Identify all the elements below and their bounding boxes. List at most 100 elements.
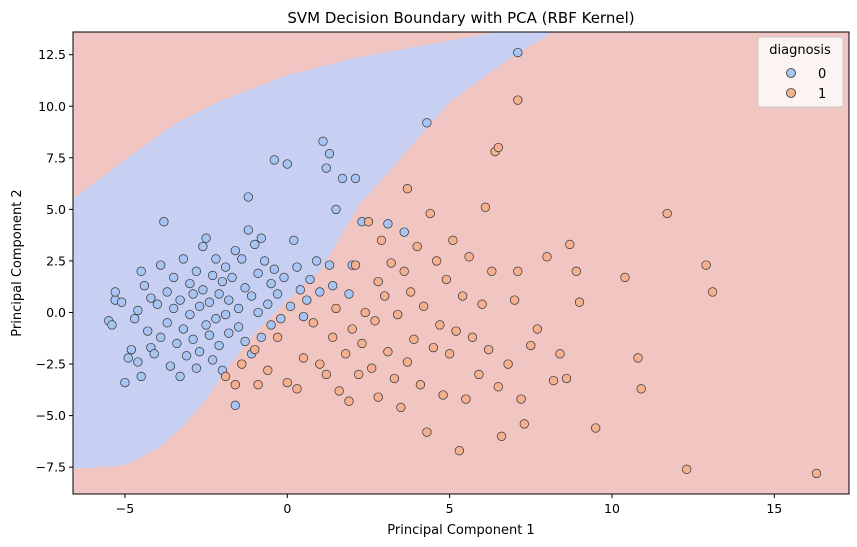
point-class-0-21 [159,217,169,227]
point-class-1-65 [493,382,503,392]
point-class-0-36 [188,334,198,344]
point-class-0-25 [169,303,179,314]
point-class-0-13 [139,281,150,291]
point-class-0-85 [282,159,292,169]
point-class-0-84 [279,272,289,283]
point-class-0-108 [422,118,432,128]
point-class-1-51 [448,235,458,245]
point-class-1-75 [542,252,552,262]
plot-area [73,32,849,494]
point-class-0-78 [266,278,276,289]
point-class-0-64 [237,254,247,264]
point-class-1-21 [357,338,367,349]
point-class-0-96 [321,163,331,173]
point-class-0-76 [259,256,270,266]
point-class-1-10 [308,318,318,328]
point-class-1-62 [487,266,497,276]
point-class-0-63 [233,303,244,314]
point-class-0-38 [191,363,202,373]
point-class-1-88 [701,260,711,270]
point-class-0-102 [344,289,354,299]
point-class-1-72 [519,419,529,429]
x-tick-label: 15 [766,501,782,516]
point-class-0-53 [217,276,228,287]
point-class-0-80 [269,155,279,165]
point-class-1-5 [263,365,273,375]
point-class-0-48 [207,355,218,365]
point-class-0-67 [243,225,253,235]
point-class-0-23 [162,287,172,297]
point-class-0-35 [188,289,198,299]
point-class-0-90 [298,311,309,322]
point-class-1-36 [402,357,413,367]
point-class-1-16 [341,349,351,359]
point-class-1-49 [441,274,452,285]
point-class-0-73 [253,268,263,278]
point-class-1-3 [250,344,260,355]
point-class-0-22 [162,318,172,328]
point-class-0-94 [315,287,325,297]
point-class-1-46 [431,256,442,266]
point-class-1-4 [253,380,263,390]
point-class-0-1 [107,320,117,330]
y-tick-label: 0.0 [46,305,66,320]
point-class-0-57 [224,328,234,338]
point-class-1-31 [386,258,396,268]
point-class-1-45 [428,342,439,353]
scatter-points [104,47,822,479]
point-class-1-33 [393,309,403,320]
x-tick-label: 0 [283,501,291,516]
point-class-0-10 [133,357,143,367]
point-class-1-11 [315,359,325,369]
point-class-0-3 [110,287,120,297]
point-class-0-45 [204,297,215,307]
point-class-0-32 [181,351,192,361]
point-class-1-60 [480,202,491,212]
point-class-0-72 [253,307,263,318]
point-class-1-38 [406,287,416,297]
point-class-1-81 [574,297,585,307]
x-axis-label: Principal Component 1 [387,523,534,538]
point-class-0-15 [146,293,156,303]
point-class-1-41 [415,380,426,390]
point-class-0-17 [149,349,159,359]
point-class-1-61 [483,344,494,355]
point-class-0-55 [220,309,231,320]
y-tick-label: −7.5 [36,460,66,475]
point-class-1-82 [591,423,601,433]
point-class-0-88 [292,262,302,272]
point-class-1-89 [707,287,718,297]
point-class-0-52 [214,289,224,299]
point-class-0-62 [233,322,244,332]
point-class-0-6 [123,353,133,363]
point-class-1-18 [347,324,357,334]
y-tick-label: −2.5 [36,357,66,372]
point-class-0-30 [178,254,189,264]
point-class-0-27 [172,338,182,349]
point-class-0-86 [285,301,296,311]
point-class-1-27 [373,392,383,402]
point-class-1-76 [548,375,559,386]
point-class-0-99 [328,281,338,291]
point-class-1-24 [367,363,377,373]
point-class-0-12 [136,266,146,276]
point-class-1-78 [561,373,572,384]
point-class-1-52 [451,326,461,336]
point-class-0-106 [383,219,393,229]
point-class-0-66 [240,283,250,293]
point-class-0-49 [211,254,221,264]
point-class-0-42 [198,241,208,252]
point-class-1-39 [409,334,419,344]
point-class-1-25 [370,316,380,326]
point-class-1-30 [383,347,393,357]
legend: diagnosis 0 1 [757,36,844,108]
point-class-0-19 [156,332,166,342]
plot-frame [72,31,850,495]
chart-title: SVM Decision Boundary with PCA (RBF Kern… [287,9,634,27]
point-class-1-69 [513,95,523,105]
point-class-1-80 [571,266,581,276]
point-class-0-41 [198,285,208,295]
point-class-1-14 [331,303,341,314]
point-class-1-87 [682,464,692,474]
point-class-1-20 [354,369,364,380]
